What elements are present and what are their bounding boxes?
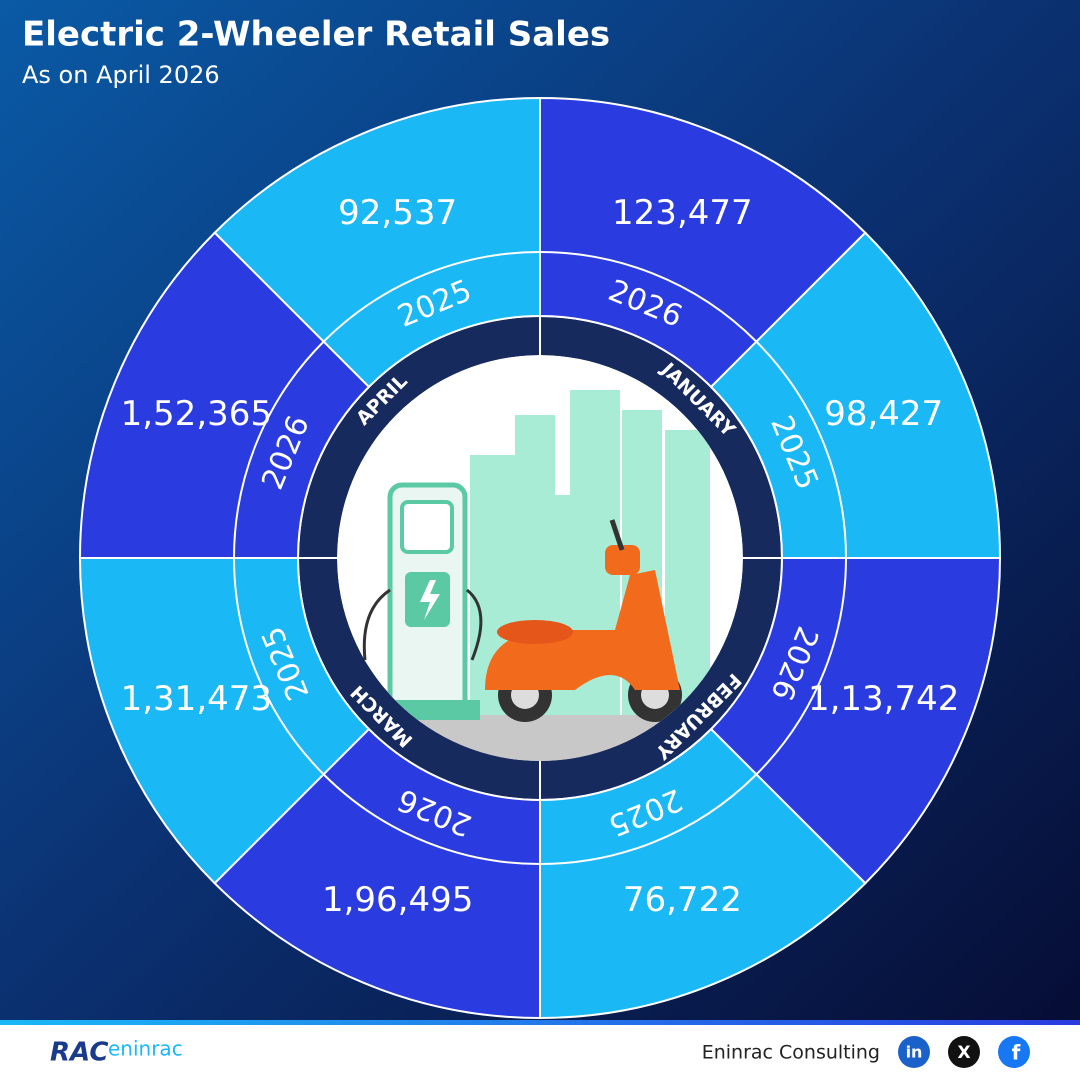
- company-name: Eninrac Consulting: [702, 1042, 880, 1064]
- facebook-label[interactable]: f: [1012, 1041, 1021, 1065]
- sales-value: 98,427: [824, 394, 943, 434]
- sales-value: 1,13,742: [808, 679, 959, 719]
- title: Electric 2-Wheeler Retail Sales: [22, 15, 610, 55]
- sales-value: 1,96,495: [322, 880, 473, 920]
- divider-strip: [0, 1020, 1080, 1025]
- linkedin-label[interactable]: in: [906, 1043, 923, 1062]
- linkedin-icon[interactable]: [898, 1036, 930, 1068]
- segment: [213, 727, 541, 1020]
- sales-value: 123,477: [612, 193, 753, 233]
- x-icon[interactable]: [948, 1036, 980, 1068]
- facebook-icon[interactable]: [998, 1036, 1030, 1068]
- segment: [539, 96, 867, 389]
- sales-value: 76,722: [623, 880, 742, 920]
- segment: [539, 727, 867, 1020]
- segment: [709, 557, 1002, 885]
- segment: [709, 231, 1002, 559]
- sales-value: 92,537: [338, 193, 457, 233]
- year-ring-border: [233, 251, 847, 865]
- logo-sub: eninrac: [108, 1037, 183, 1061]
- illustration: [337, 355, 743, 761]
- sales-value: 1,52,365: [121, 394, 272, 434]
- logo-main: RAC: [50, 1038, 108, 1068]
- subtitle: As on April 2026: [22, 61, 220, 89]
- x-label[interactable]: X: [957, 1043, 970, 1063]
- segment: [213, 96, 541, 389]
- segment: [78, 557, 371, 885]
- segment: [78, 231, 371, 559]
- sales-value: 1,31,473: [121, 679, 272, 719]
